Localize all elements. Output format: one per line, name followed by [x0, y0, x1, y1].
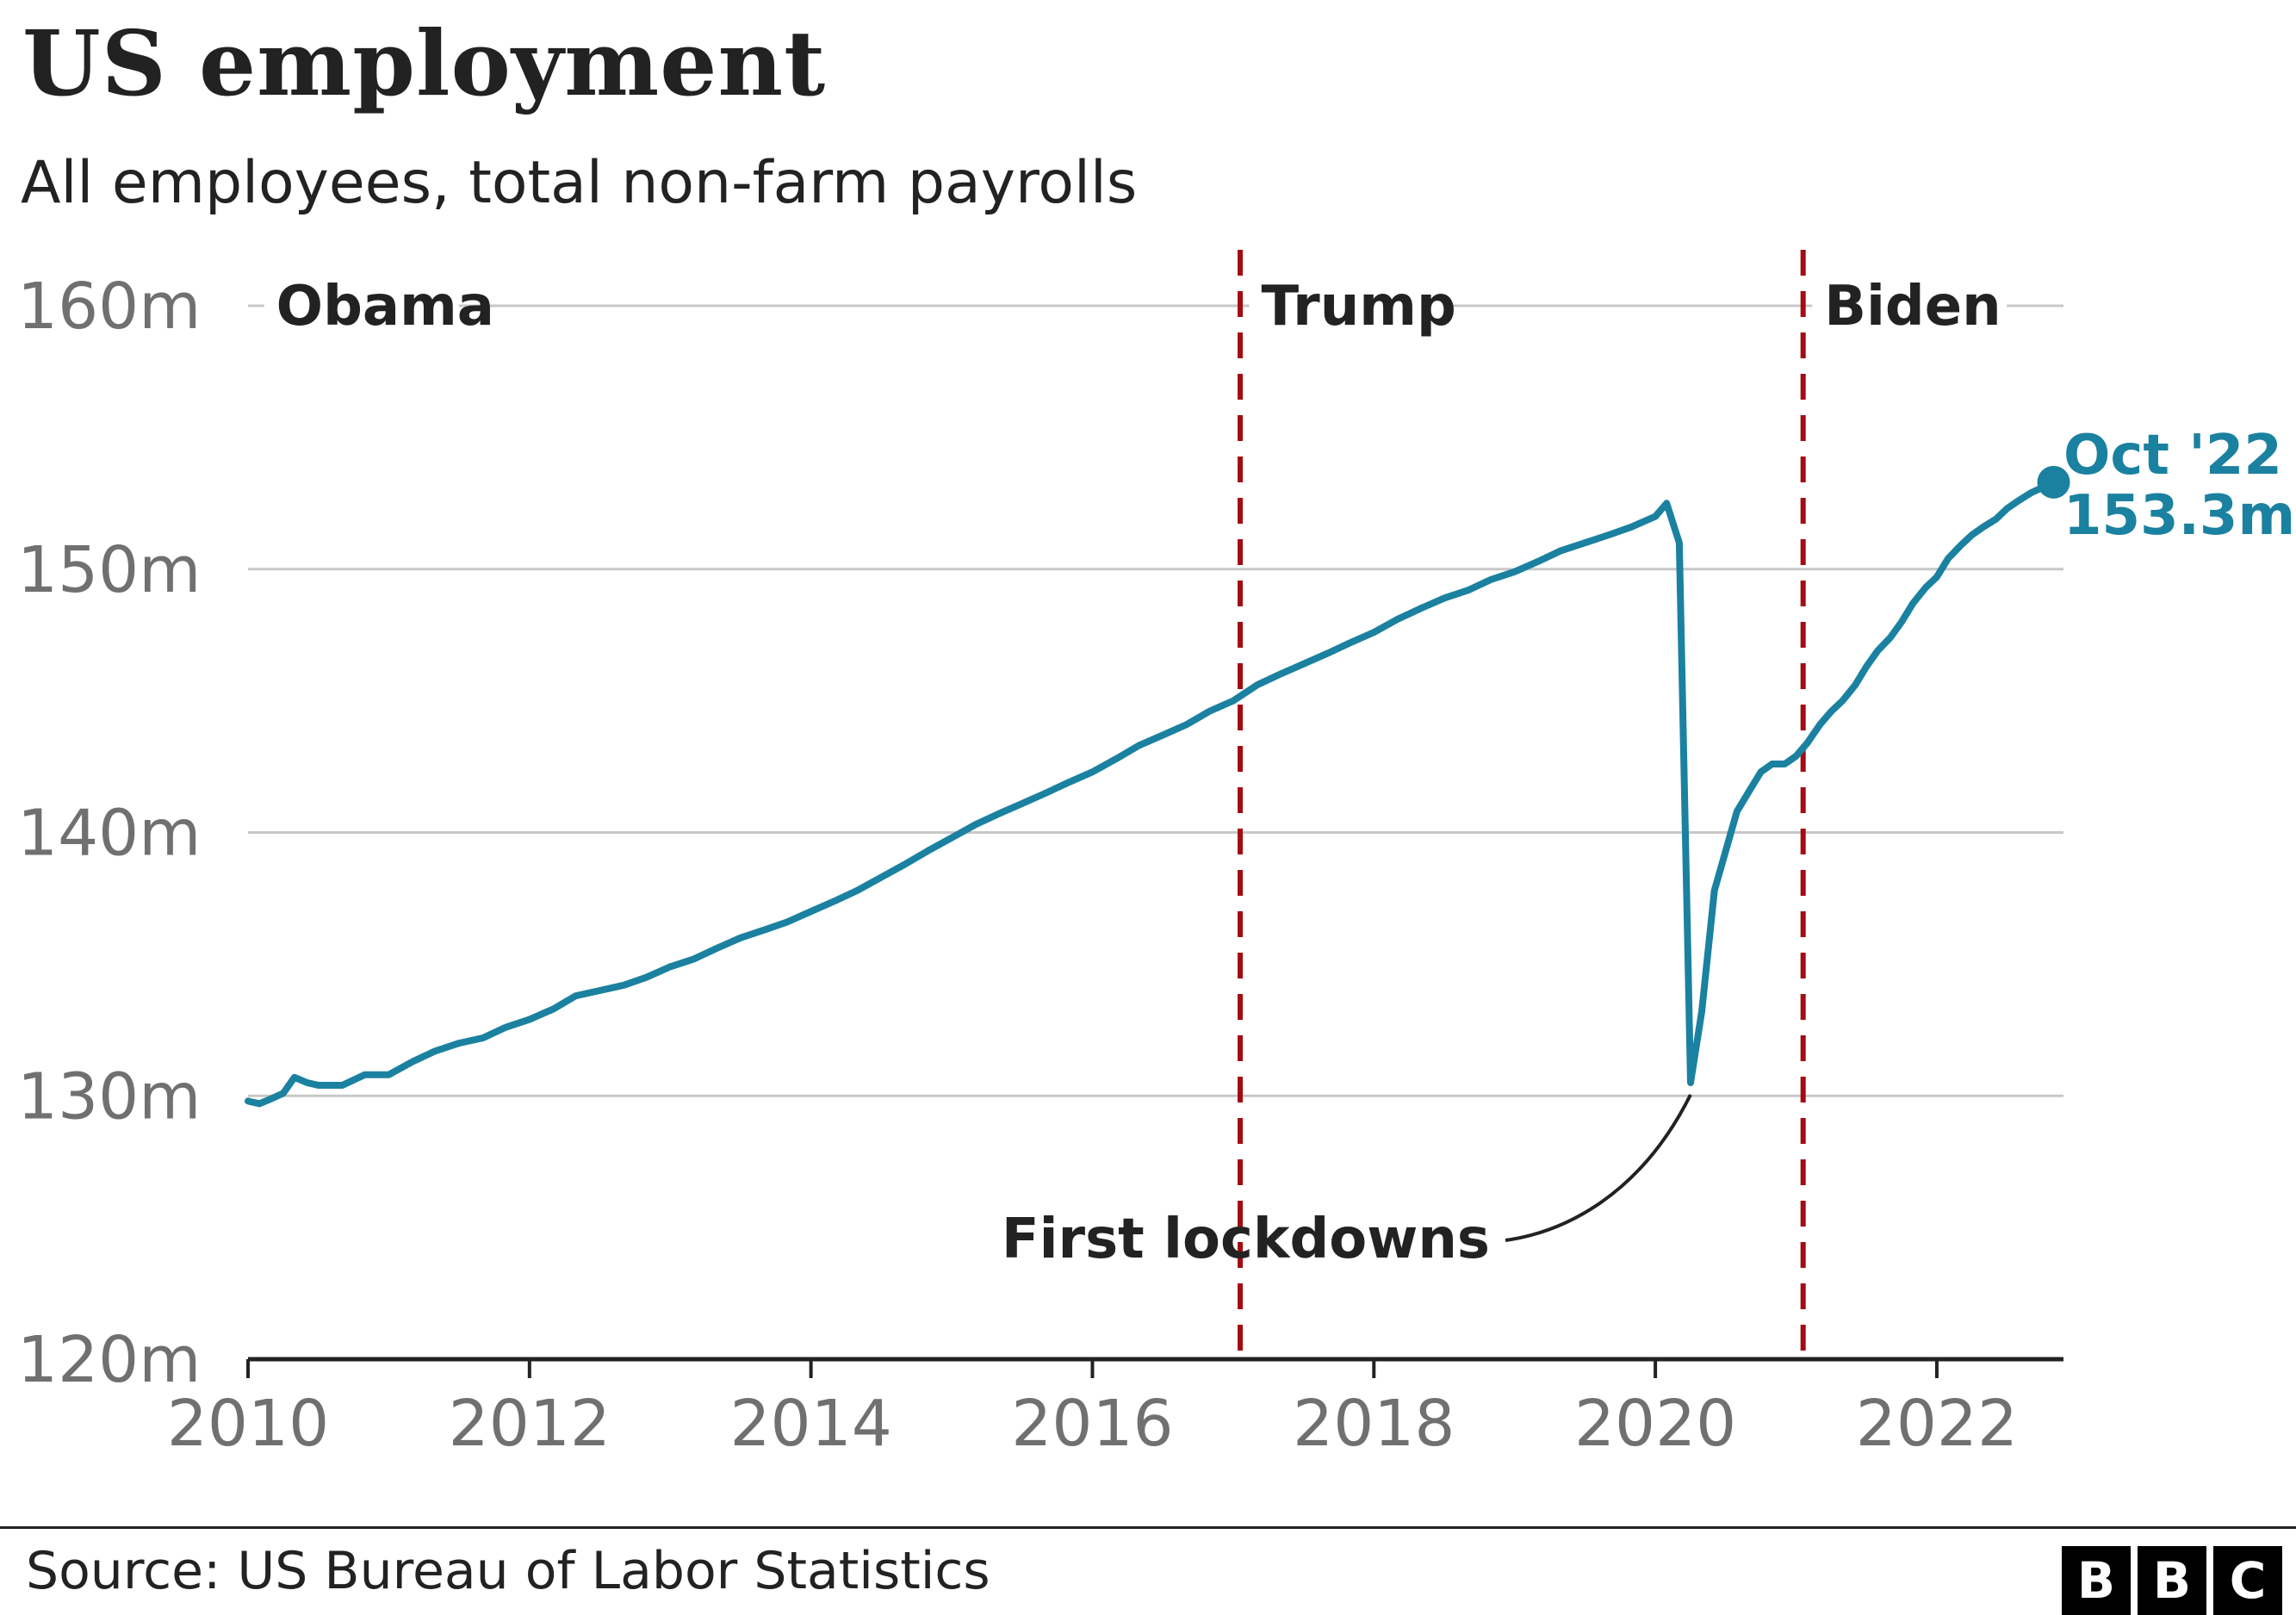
line-chart: 120m 130m 140m 150m 160m 2010 2012 2014 2016 2018… [17, 250, 2295, 1461]
chart-title: US employment [22, 10, 827, 116]
x-tick-label: 2014 [729, 1387, 891, 1461]
era-label-obama: Obama [276, 275, 494, 339]
logo-letter-b2: B [2138, 1546, 2206, 1615]
x-tick-label: 2020 [1574, 1387, 1736, 1461]
x-tick-label: 2010 [167, 1387, 329, 1461]
y-tick-label: 120m [17, 1323, 201, 1397]
era-label-bg [1812, 271, 2007, 340]
era-label-biden: Biden [1824, 275, 2001, 339]
logo-letter-c: C [2213, 1546, 2282, 1615]
x-tick-label: 2012 [449, 1387, 611, 1461]
chart-subtitle: All employees, total non-farm payrolls [21, 149, 1138, 217]
x-tick-label: 2018 [1293, 1387, 1455, 1461]
x-tick-label: 2016 [1011, 1387, 1173, 1461]
employment-series-line [245, 478, 2057, 1108]
last-point-marker [2037, 465, 2070, 499]
administration-dividers [1238, 250, 1806, 1359]
last-point-value-label: 153.3m [2063, 484, 2295, 548]
era-label-bg [1249, 271, 1444, 340]
era-label-bg [264, 271, 459, 340]
series-layer [245, 465, 2070, 1108]
logo-letter-b1: B [2062, 1546, 2131, 1615]
era-label-trump: Trump [1262, 275, 1456, 339]
bbc-logo: B B C [2062, 1546, 2282, 1615]
y-tick-label: 130m [17, 1059, 201, 1134]
y-tick-label: 160m [17, 270, 201, 344]
last-point-date-label: Oct '22 [2063, 424, 2282, 488]
footer-divider [0, 1526, 2296, 1529]
source-note: Source: US Bureau of Labor Statistics [26, 1541, 990, 1601]
y-tick-label: 150m [17, 533, 201, 607]
annotation-first-lockdowns: First lockdowns [1002, 1208, 1490, 1271]
axes: 120m 130m 140m 150m 160m 2010 2012 2014 2016 2018… [17, 270, 2063, 1461]
x-tick-label: 2022 [1856, 1387, 2018, 1461]
annotation-leader-line [1505, 1094, 1692, 1242]
y-tick-label: 140m [17, 797, 201, 871]
gridlines [248, 304, 2063, 1097]
